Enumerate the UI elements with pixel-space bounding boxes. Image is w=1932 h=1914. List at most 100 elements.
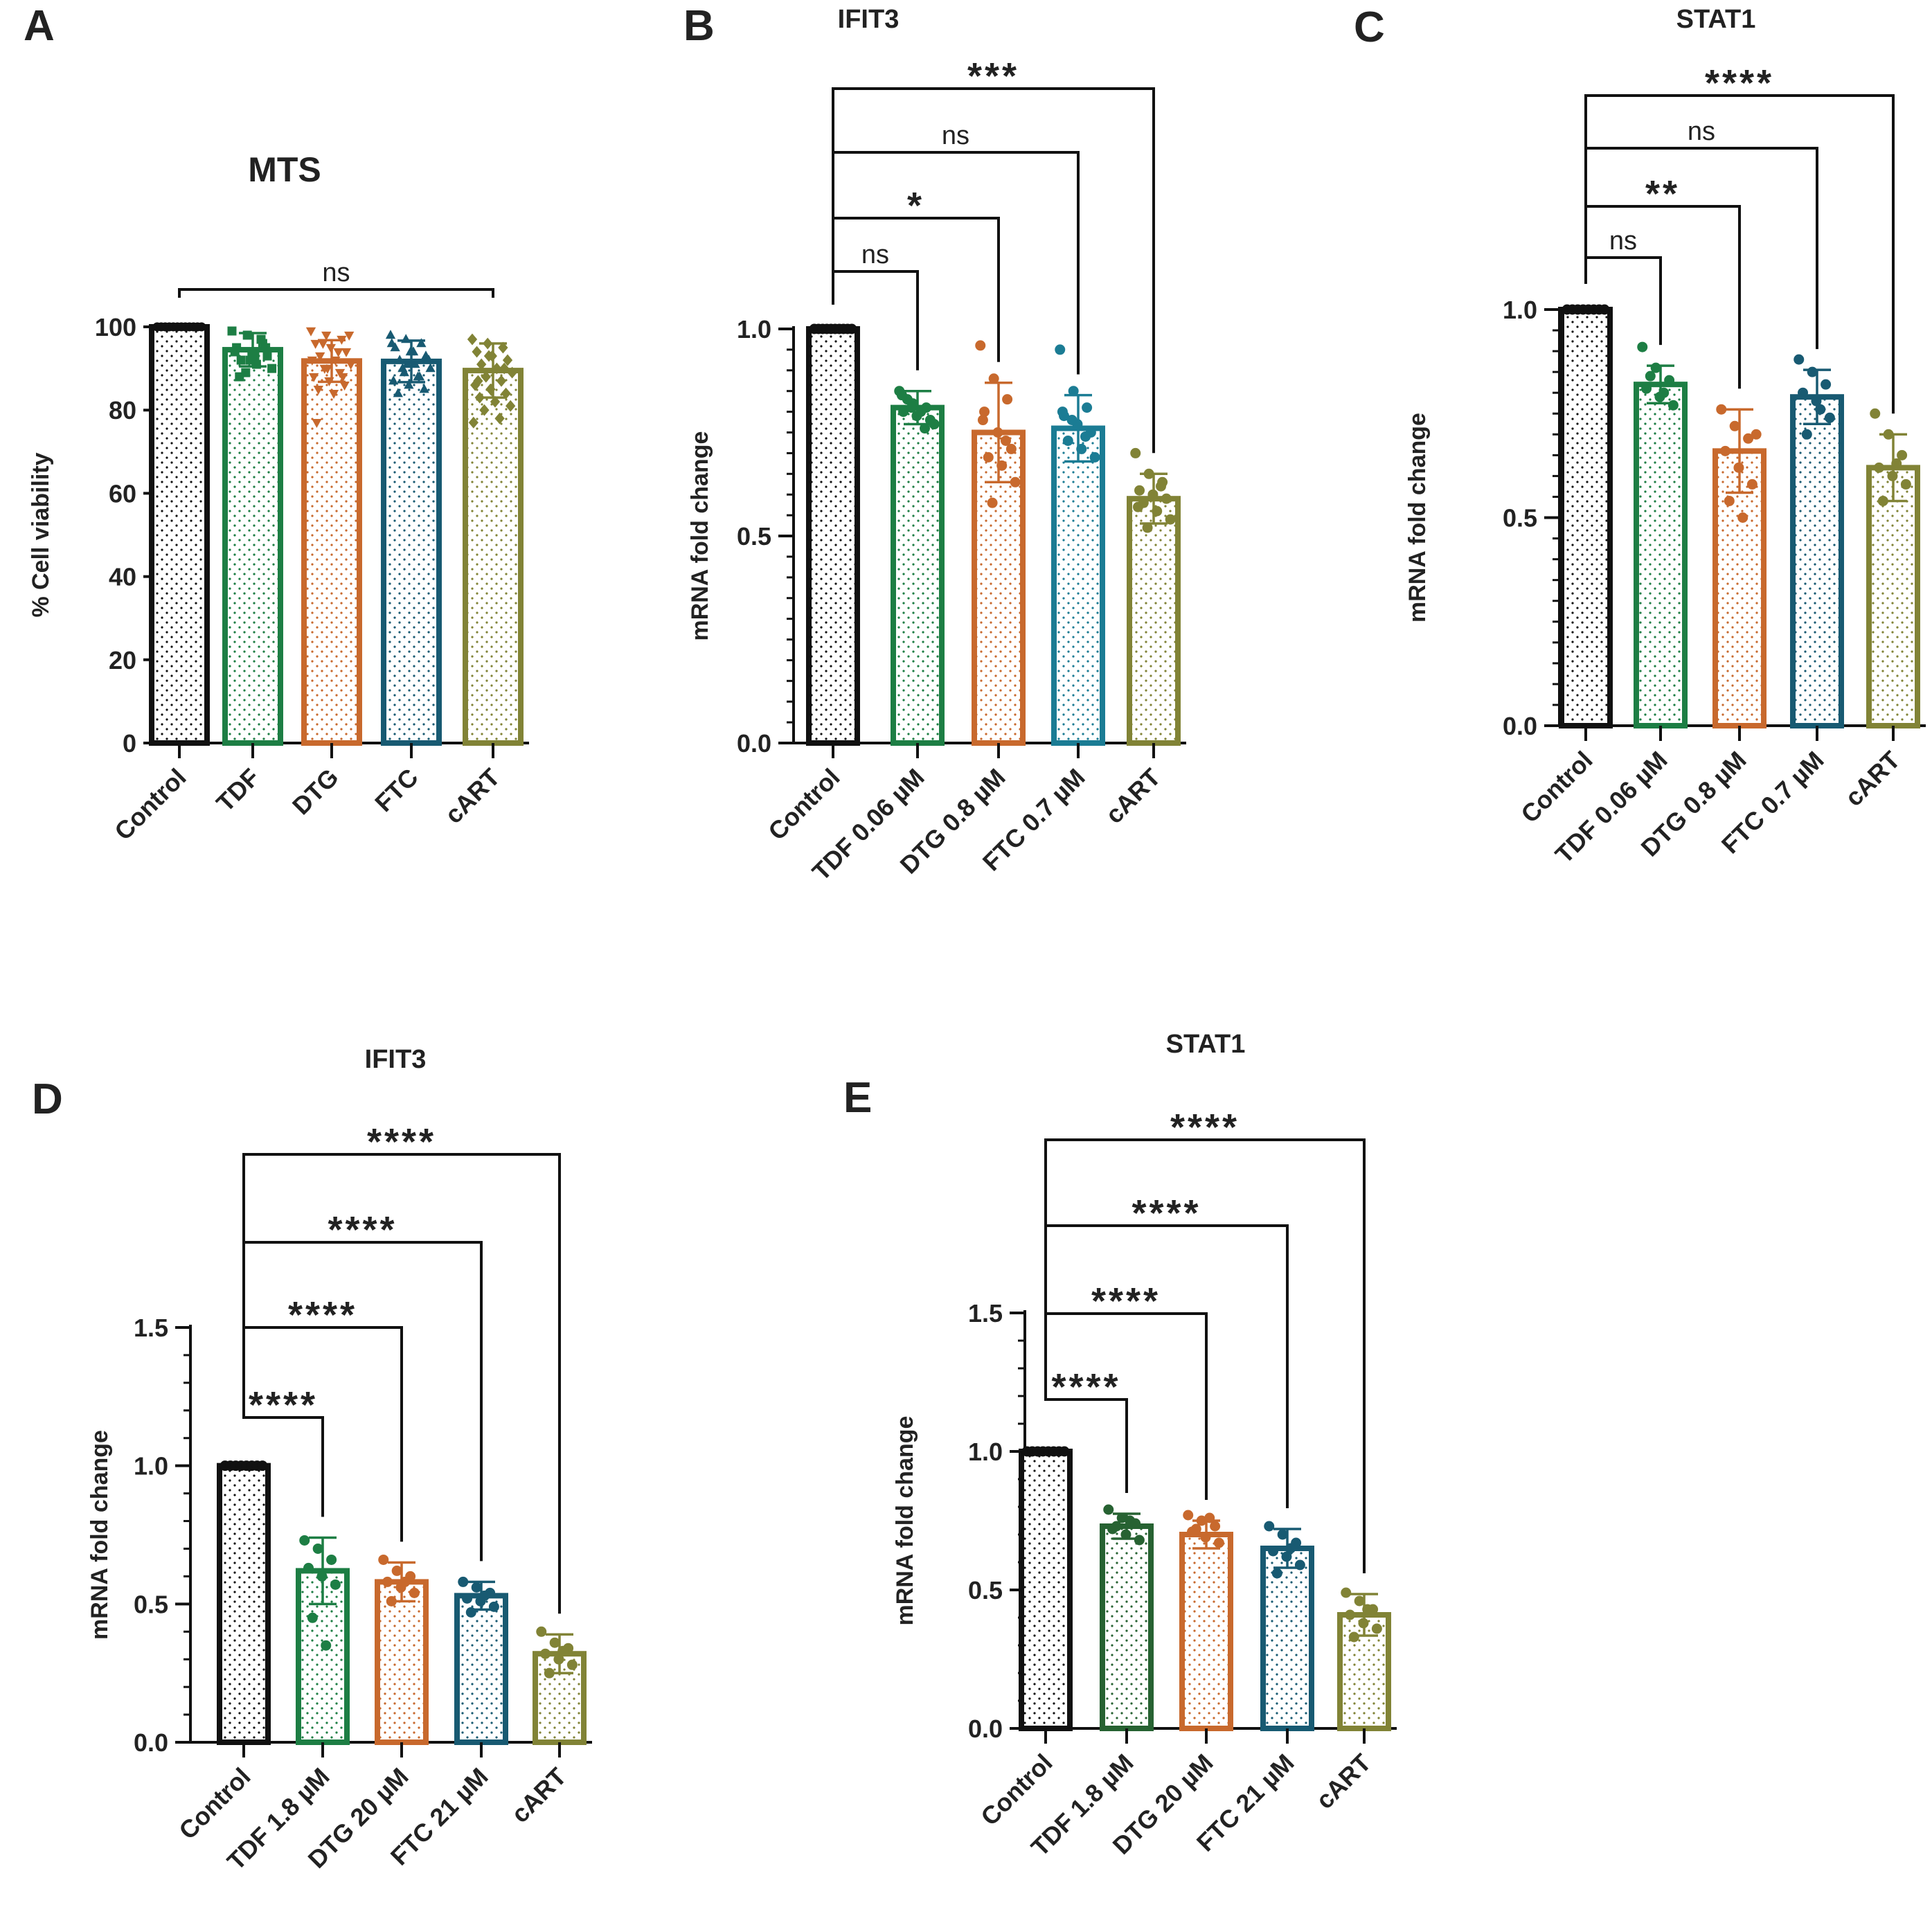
- data-point: [479, 1590, 490, 1601]
- data-point: [1165, 514, 1176, 525]
- data-point: [549, 1637, 560, 1648]
- data-point: [544, 1667, 555, 1679]
- x-tick-label: Control: [762, 763, 845, 846]
- panel-letter: E: [843, 1074, 872, 1122]
- data-point: [1066, 415, 1077, 426]
- data-point: [471, 1582, 482, 1593]
- data-point: [1271, 1568, 1282, 1579]
- y-tick-label: 0.5: [737, 522, 771, 551]
- data-point: [1213, 1537, 1224, 1548]
- data-point: [481, 370, 491, 383]
- data-point: [1650, 362, 1661, 373]
- data-point: [1130, 447, 1141, 458]
- data-point: [1733, 462, 1744, 473]
- data-point: [1354, 1595, 1365, 1607]
- data-point: [468, 416, 478, 429]
- data-point: [303, 1562, 314, 1573]
- data-point: [1371, 1623, 1382, 1634]
- data-point: [1200, 1532, 1211, 1543]
- bar: [381, 358, 442, 746]
- y-tick-label: 0.5: [968, 1576, 1003, 1604]
- data-point: [536, 1626, 547, 1637]
- data-point: [846, 323, 857, 334]
- data-point: [1891, 458, 1902, 469]
- y-tick-label: 0.0: [1503, 712, 1537, 740]
- data-point: [1001, 435, 1011, 446]
- data-point: [915, 406, 927, 418]
- data-point: [424, 355, 434, 364]
- data-point: [473, 375, 483, 387]
- data-point: [467, 333, 478, 346]
- significance-bracket: [1584, 94, 1895, 414]
- data-point: [1143, 468, 1154, 479]
- data-point: [262, 351, 272, 361]
- data-point: [410, 359, 420, 368]
- data-point: [1010, 476, 1021, 488]
- data-point: [312, 419, 322, 429]
- data-point: [1815, 404, 1826, 415]
- data-point: [1807, 366, 1818, 377]
- data-point: [388, 375, 399, 385]
- data-point: [1062, 435, 1073, 446]
- bar: [301, 358, 362, 746]
- data-point: [920, 423, 930, 434]
- data-point: [507, 366, 517, 379]
- significance-label: ****: [1705, 62, 1774, 104]
- data-point: [242, 330, 252, 340]
- data-point: [1664, 375, 1675, 386]
- bar: [217, 1463, 271, 1746]
- data-point: [413, 371, 423, 381]
- bar: [1866, 465, 1920, 728]
- data-point: [386, 338, 397, 348]
- data-point: [1870, 408, 1881, 419]
- data-point: [400, 1576, 411, 1587]
- data-point: [416, 338, 427, 348]
- data-point: [1264, 1521, 1275, 1532]
- y-axis-label: mRNA fold change: [892, 1416, 918, 1626]
- data-point: [1055, 344, 1066, 355]
- panel-letter: B: [683, 2, 715, 50]
- data-point: [1147, 489, 1159, 500]
- y-tick-label: 1.0: [1503, 296, 1537, 324]
- significance-label: ****: [288, 1294, 357, 1336]
- bar: [222, 347, 283, 746]
- y-tick-label: 1.5: [968, 1299, 1003, 1327]
- bar: [1559, 307, 1613, 728]
- y-tick-label: 80: [109, 396, 136, 424]
- data-point: [1076, 443, 1087, 454]
- data-point: [501, 387, 511, 400]
- data-point: [391, 1565, 402, 1576]
- data-point: [1183, 1510, 1194, 1521]
- data-point: [1724, 495, 1735, 506]
- bar: [1634, 382, 1688, 728]
- data-point: [898, 406, 909, 418]
- data-point: [977, 415, 988, 426]
- data-point: [502, 354, 513, 366]
- data-point: [1801, 429, 1812, 440]
- data-point: [305, 327, 316, 337]
- y-axis-label: mRNA fold change: [87, 1430, 113, 1640]
- data-point: [1005, 443, 1017, 454]
- data-point: [341, 348, 352, 357]
- data-point: [330, 1579, 341, 1590]
- data-point: [1059, 1446, 1070, 1457]
- data-point: [506, 400, 516, 412]
- data-point: [197, 322, 206, 332]
- data-point: [1751, 429, 1762, 440]
- data-point: [1268, 1546, 1279, 1557]
- y-tick-label: 40: [109, 563, 136, 591]
- data-point: [299, 1535, 310, 1546]
- data-point: [338, 373, 348, 382]
- y-tick-label: 1.0: [737, 315, 771, 343]
- data-point: [1057, 406, 1068, 418]
- y-tick-label: 100: [95, 313, 136, 341]
- y-tick-label: 0.0: [134, 1728, 168, 1757]
- chart-title: STAT1: [1166, 1030, 1246, 1059]
- data-point: [1204, 1512, 1215, 1523]
- data-point: [1658, 387, 1670, 398]
- x-tick-label: Control: [109, 763, 191, 846]
- data-point: [1348, 1631, 1359, 1643]
- data-point: [1877, 495, 1888, 506]
